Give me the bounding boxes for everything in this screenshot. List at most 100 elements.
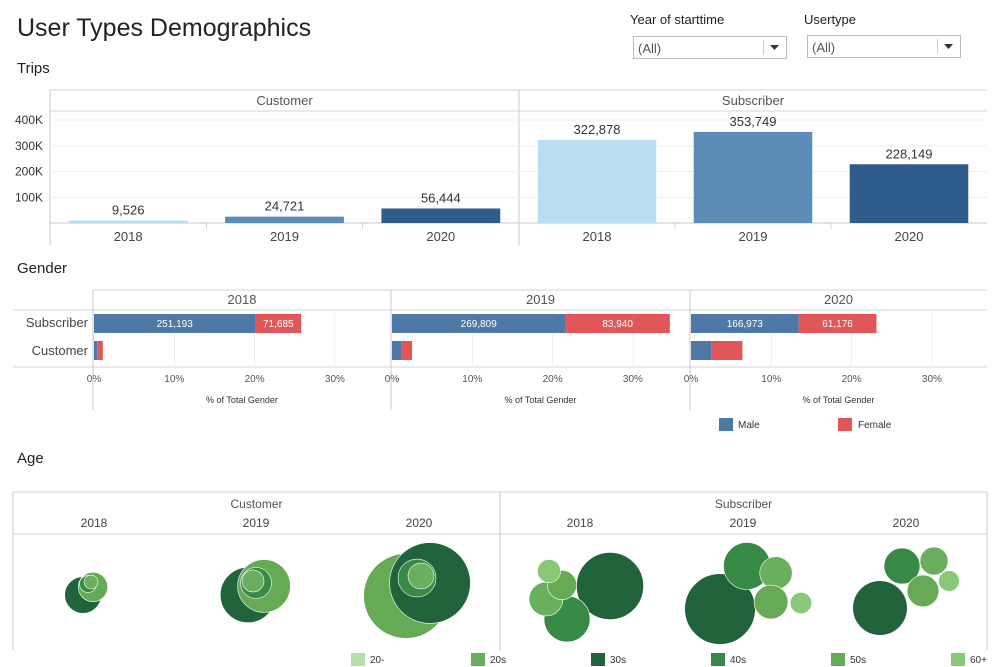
- female-bar: [798, 314, 877, 333]
- legend-swatch-age: [351, 653, 365, 666]
- age-bubble: [906, 574, 940, 608]
- legend-swatch-age: [711, 653, 725, 666]
- chevron-down-icon[interactable]: [764, 37, 786, 58]
- legend-label-age: 20-: [370, 655, 384, 666]
- age-bubble: [789, 591, 813, 615]
- x-tick-label: 2018: [583, 229, 612, 244]
- panel-header: 2020: [824, 292, 853, 307]
- x-tick-label: 20%: [543, 374, 563, 385]
- y-tick-label: 200K: [15, 165, 43, 179]
- age-bubble: [938, 570, 960, 592]
- panel-header: Subscriber: [715, 497, 772, 511]
- page-title: User Types Demographics: [17, 14, 312, 42]
- x-tick-label: 30%: [623, 374, 643, 385]
- section-title-gender: Gender: [17, 260, 68, 277]
- usertype-filter-value: (All): [812, 40, 836, 55]
- age-bubble: [883, 547, 921, 585]
- legend-swatch-age: [471, 653, 485, 666]
- data-label: 322,878: [574, 122, 621, 137]
- data-label: 56,444: [421, 190, 461, 205]
- data-label: 24,721: [265, 199, 305, 214]
- male-bar: [392, 341, 402, 360]
- x-tick-label: 2020: [895, 229, 924, 244]
- male-bar: [94, 314, 256, 333]
- filter-label-year: Year of starttime: [630, 12, 725, 27]
- data-label: 353,749: [730, 114, 777, 129]
- data-label: 251,193: [157, 319, 194, 330]
- female-bar: [711, 341, 743, 360]
- age-bubble: [83, 574, 99, 590]
- female-bar: [255, 314, 302, 333]
- x-axis-title: % of Total Gender: [505, 395, 577, 405]
- panel-header: 2019: [526, 292, 555, 307]
- x-tick-label: 10%: [164, 374, 184, 385]
- data-label: 61,176: [822, 319, 853, 330]
- x-tick-label: 30%: [325, 374, 345, 385]
- x-tick-label: 0%: [87, 374, 102, 385]
- row-label: Subscriber: [26, 315, 89, 330]
- filter-label-usertype: Usertype: [804, 12, 857, 27]
- age-bubble: [759, 556, 793, 590]
- data-label: 71,685: [263, 319, 294, 330]
- data-label: 166,973: [727, 319, 764, 330]
- x-tick-label: 10%: [462, 374, 482, 385]
- legend-swatch-male: [719, 418, 733, 431]
- panel-header: 2018: [228, 292, 257, 307]
- x-tick-label: 20%: [245, 374, 265, 385]
- panel-header: Customer: [256, 93, 313, 108]
- x-tick-label: 2019: [739, 229, 768, 244]
- x-tick-label: 2019: [270, 229, 299, 244]
- x-tick-label: 2018: [567, 516, 594, 530]
- x-tick-label: 10%: [761, 374, 781, 385]
- age-bubble: [407, 562, 435, 590]
- x-tick-label: 2018: [114, 229, 143, 244]
- legend-label-female: Female: [858, 420, 892, 431]
- x-tick-label: 0%: [684, 374, 699, 385]
- male-bar: [691, 341, 712, 360]
- x-tick-label: 2019: [243, 516, 270, 530]
- trips-bar: [849, 164, 969, 223]
- legend-swatch-age: [591, 653, 605, 666]
- chevron-down-icon[interactable]: [938, 36, 960, 57]
- year-filter-dropdown[interactable]: (All): [633, 36, 787, 59]
- age-bubble: [919, 546, 949, 576]
- trips-bar: [693, 131, 813, 223]
- panel-header: Subscriber: [722, 93, 785, 108]
- age-bubble: [753, 584, 789, 620]
- legend-label-age: 50s: [850, 655, 866, 666]
- x-tick-label: 2020: [406, 516, 433, 530]
- female-bar: [97, 341, 103, 360]
- trips-bar: [537, 139, 657, 223]
- legend-label-age: 20s: [490, 655, 506, 666]
- legend-label-age: 60+: [970, 655, 987, 666]
- male-bar: [94, 341, 98, 360]
- x-axis-title: % of Total Gender: [803, 395, 875, 405]
- legend-label-age: 30s: [610, 655, 626, 666]
- y-tick-label: 400K: [15, 113, 43, 127]
- row-label: Customer: [32, 343, 89, 358]
- legend-label-male: Male: [738, 420, 760, 431]
- legend-swatch-age: [951, 653, 965, 666]
- data-label: 9,526: [112, 203, 145, 218]
- x-tick-label: 2020: [893, 516, 920, 530]
- male-bar: [691, 314, 799, 333]
- trips-bar: [381, 208, 501, 223]
- age-bubble: [852, 580, 908, 636]
- year-filter-value: (All): [638, 41, 662, 56]
- x-tick-label: 2019: [730, 516, 757, 530]
- section-title-trips: Trips: [17, 60, 50, 77]
- y-tick-label: 300K: [15, 139, 43, 153]
- usertype-filter-dropdown[interactable]: (All): [807, 35, 961, 58]
- trips-bar: [68, 220, 188, 223]
- x-tick-label: 20%: [842, 374, 862, 385]
- trips-bar: [225, 216, 344, 223]
- male-bar: [392, 314, 566, 333]
- y-tick-label: 100K: [15, 190, 43, 204]
- x-axis-title: % of Total Gender: [206, 395, 278, 405]
- age-bubble: [241, 569, 265, 593]
- female-bar: [565, 314, 670, 333]
- x-tick-label: 0%: [385, 374, 400, 385]
- section-title-age: Age: [17, 450, 44, 467]
- data-label: 269,809: [461, 319, 498, 330]
